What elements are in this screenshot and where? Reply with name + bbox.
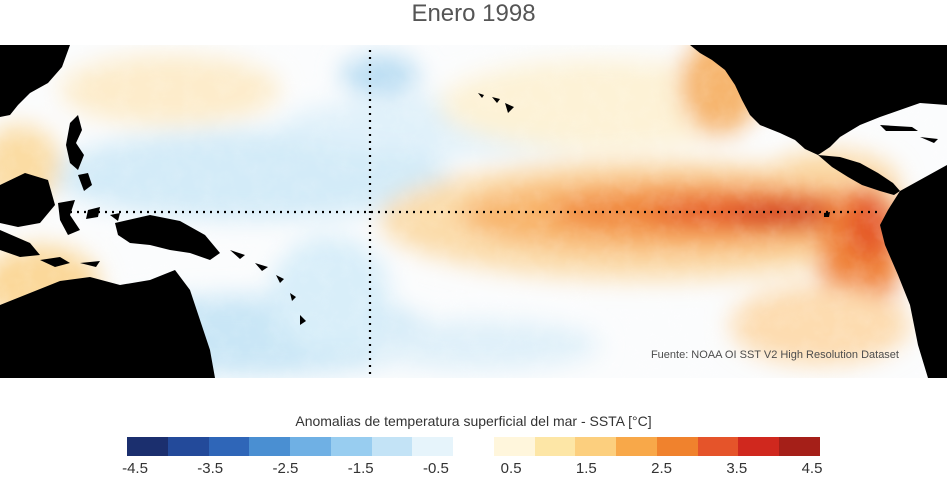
- colorbar-segment: [779, 437, 821, 456]
- colorbar-tick-label: -3.5: [197, 460, 224, 477]
- colorbar-tick-label: 2.5: [651, 460, 672, 477]
- sst-anomaly-map: [0, 45, 947, 378]
- colorbar-tick-label: -1.5: [347, 460, 374, 477]
- colorbar-tick-label: 3.5: [726, 460, 748, 477]
- colorbar-ticks: -4.5 -3.5 -2.5 -1.5 -0.5 0.5 1.5 2.5 3.5 4.5: [122, 460, 823, 480]
- north-america: [690, 45, 947, 155]
- sulawesi: [58, 200, 80, 235]
- colorbar-segment: [249, 437, 291, 456]
- colorbar-segment: [575, 437, 617, 456]
- data-source-note: Fuente: NOAA OI SST V2 High Resolution D…: [650, 349, 899, 361]
- colorbar-segment: [616, 437, 657, 456]
- australia: [0, 270, 215, 378]
- colorbar-segment: [534, 437, 576, 456]
- galapagos: [824, 212, 830, 217]
- colorbar-segment: [330, 437, 372, 456]
- borneo: [0, 173, 55, 227]
- colorbar-segment: [656, 437, 698, 456]
- reference-lines: [70, 50, 880, 378]
- hawaii: [478, 93, 514, 113]
- philippines: [66, 115, 84, 170]
- colorbar-tick-label: -2.5: [272, 460, 299, 477]
- colorbar-segment: [412, 437, 454, 456]
- colorbar-tick-label: 0.5: [500, 460, 522, 477]
- colorbar-segment: [453, 437, 494, 456]
- map-title: Enero 1998: [411, 0, 536, 27]
- colorbar-segment: [738, 437, 780, 456]
- central-america: [818, 155, 900, 195]
- colorbar-segment: [167, 437, 209, 456]
- colorbar: [127, 437, 821, 456]
- south-america: [880, 165, 947, 378]
- colorbar-segment: [697, 437, 739, 456]
- colorbar-tick-label: 1.5: [575, 460, 597, 477]
- colorbar-label: Anomalias de temperatura superficial del…: [295, 413, 652, 429]
- colorbar-tick-label: -0.5: [422, 460, 449, 477]
- asia-landmass: [0, 45, 70, 117]
- colorbar-tick-label: 4.5: [801, 460, 823, 477]
- colorbar-tick-label: -4.5: [122, 460, 148, 477]
- colorbar-segment: [127, 437, 168, 456]
- new-guinea: [115, 215, 220, 260]
- land-masses: [0, 45, 947, 378]
- colorbar-segment: [493, 437, 535, 456]
- colorbar-segment: [371, 437, 413, 456]
- colorbar-segment: [290, 437, 331, 456]
- colorbar-segment: [208, 437, 250, 456]
